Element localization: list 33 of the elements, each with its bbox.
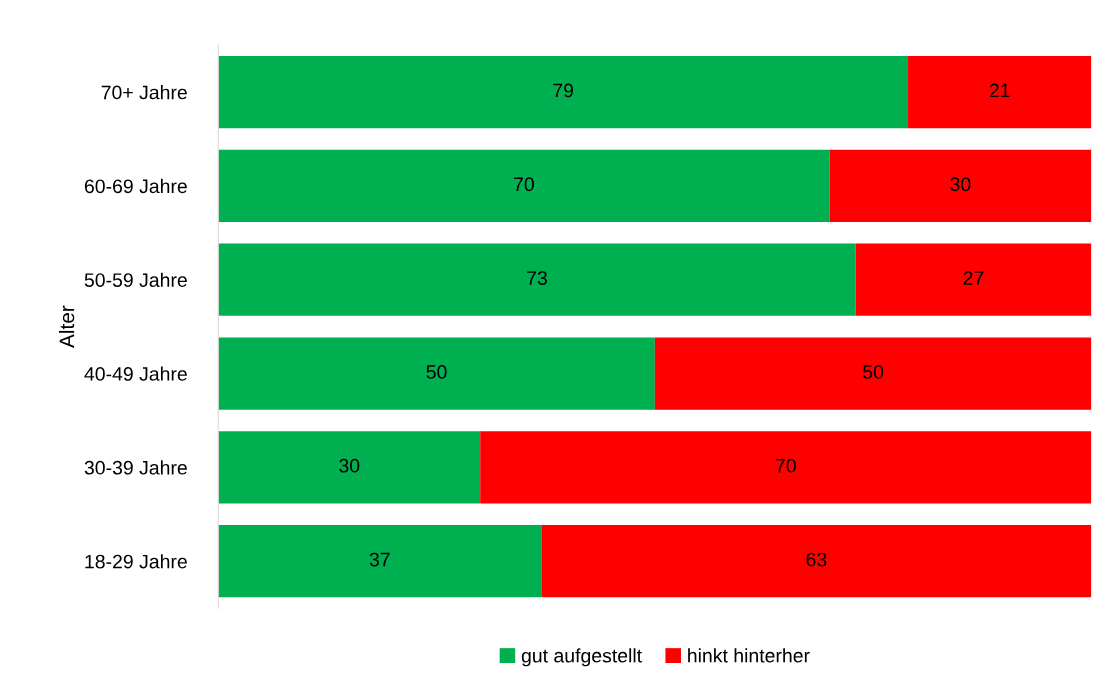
y-tick-label: 18-29 Jahre: [85, 554, 187, 569]
bar: [218, 55, 909, 129]
y-tick-label: 40-49 Jahre: [84, 366, 187, 381]
bar: [908, 55, 1092, 129]
y-tick-label: 60-69 Jahre: [84, 178, 187, 194]
bar: [654, 337, 1092, 410]
legend-label: gut aufgestellt: [521, 648, 642, 667]
data-label: 50: [863, 365, 884, 379]
data-label: 30: [950, 177, 971, 192]
data-label: 73: [527, 271, 547, 285]
bar: [218, 525, 542, 598]
data-label: 79: [553, 83, 574, 98]
data-label: 21: [989, 83, 1010, 98]
data-label: 70: [514, 177, 534, 192]
data-label: 50: [426, 365, 447, 379]
data-label: 27: [963, 271, 984, 285]
bar: [218, 149, 830, 223]
data-label: 37: [369, 552, 390, 567]
y-axis-title: Alter: [58, 305, 75, 349]
y-tick-label: 50-59 Jahre: [84, 272, 187, 287]
bar: [218, 431, 481, 504]
data-label: 30: [339, 458, 360, 473]
bar: [480, 431, 1092, 504]
data-label: 63: [806, 552, 827, 567]
bar: [218, 243, 856, 316]
bar: [541, 525, 1092, 598]
legend-label: hinkt hinterher: [688, 648, 810, 663]
bar: [855, 243, 1092, 316]
y-tick-label: 70+ Jahre: [101, 85, 187, 100]
bar: [218, 337, 655, 410]
y-tick-label: 30-39 Jahre: [84, 460, 187, 475]
bar: [829, 149, 1092, 223]
data-label: 70: [775, 458, 796, 473]
